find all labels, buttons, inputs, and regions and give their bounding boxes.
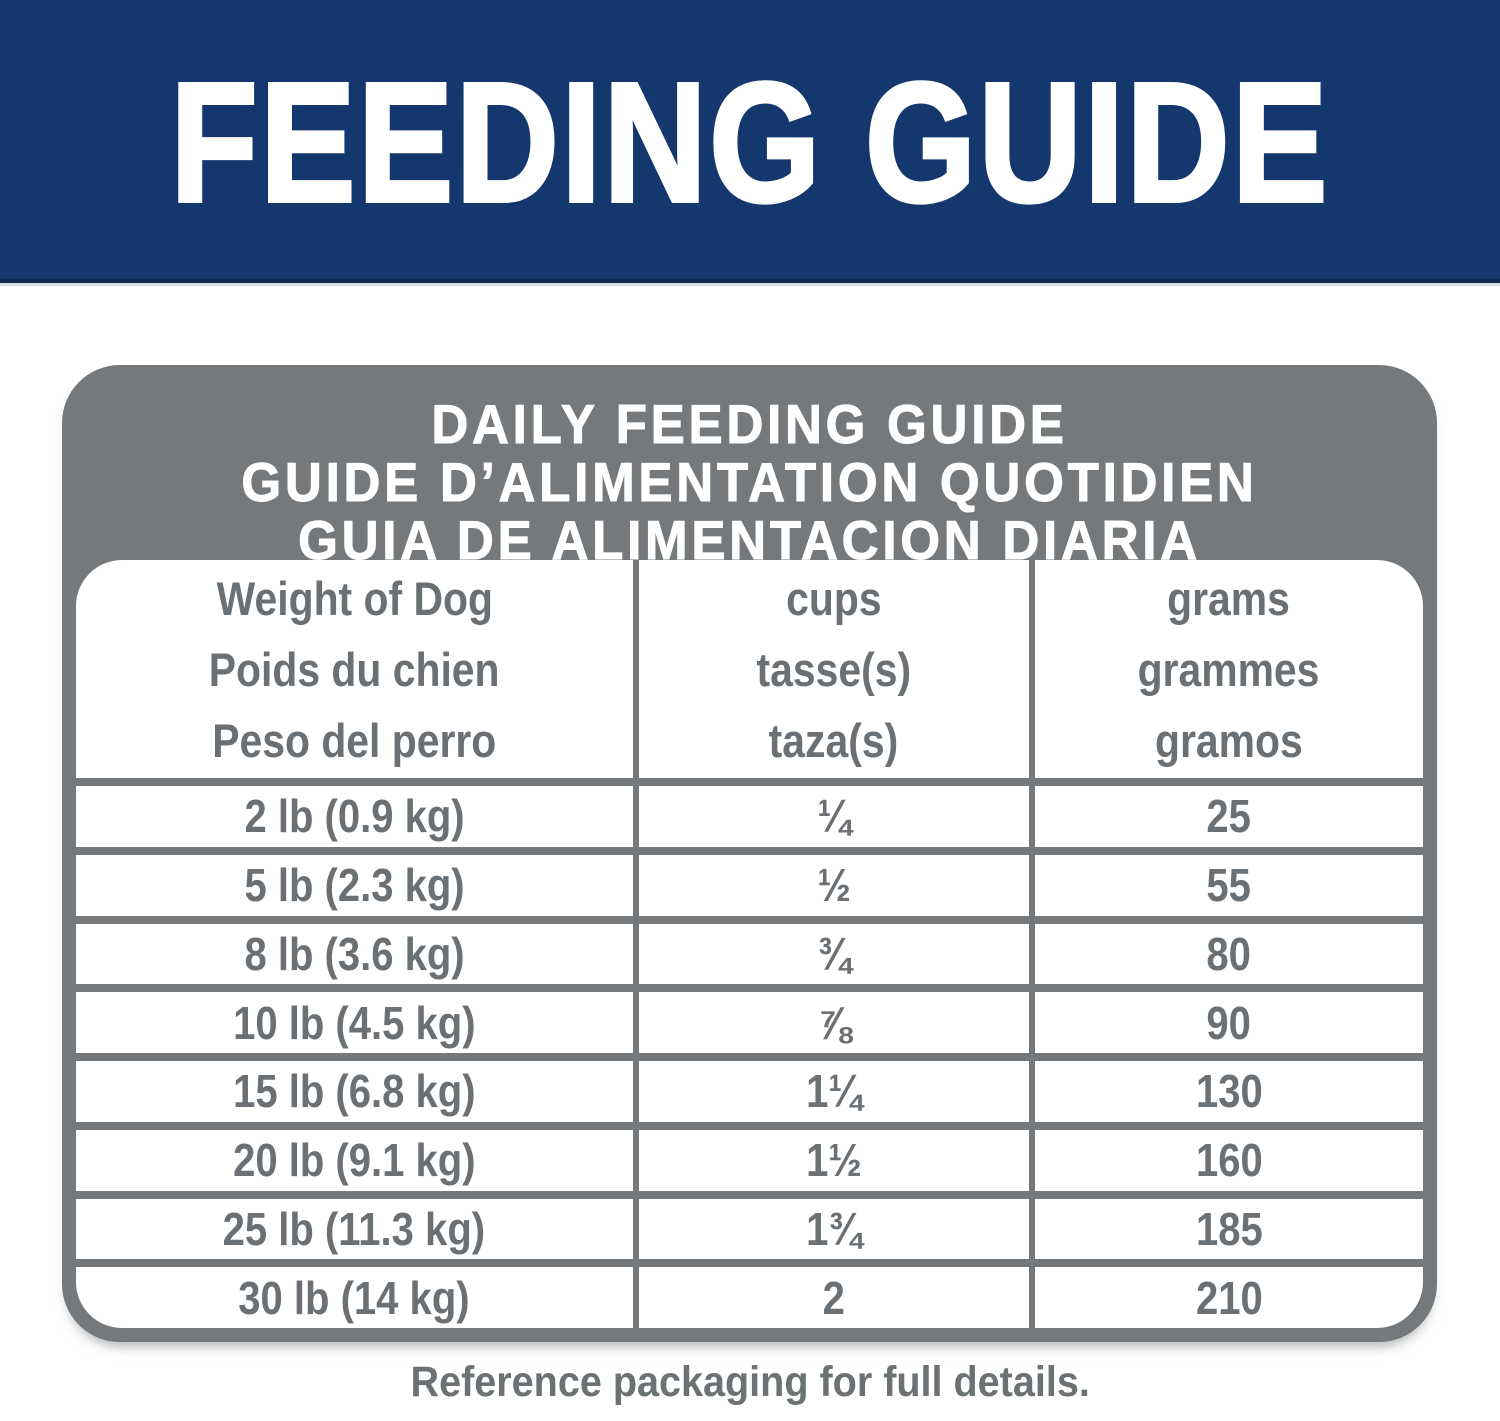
feeding-guide-banner: FEEDING GUIDE [0, 0, 1500, 283]
weight-value: 20 lb (9.1 kg) [233, 1134, 476, 1187]
card-title: DAILY FEEDING GUIDE GUIDE D’ALIMENTATION… [62, 365, 1437, 571]
weight-value: 25 lb (11.3 kg) [223, 1202, 486, 1255]
weight-value: 2 lb (0.9 kg) [244, 790, 465, 843]
cups-cell: 1¼ [638, 1061, 1029, 1122]
header-line: grammes [1137, 642, 1320, 696]
header-line: taza(s) [768, 713, 899, 767]
card-title-line-fr: GUIDE D’ALIMENTATION QUOTIDIEN [241, 451, 1258, 513]
grams-cell: 185 [1034, 1198, 1423, 1260]
cups-value: ½ [817, 859, 851, 912]
header-line: Poids du chien [208, 642, 500, 696]
grams-cell: 80 [1034, 923, 1423, 985]
cups-cell: 2 [638, 1267, 1029, 1328]
page-title: FEEDING GUIDE [169, 46, 1330, 240]
cups-cell: ¼ [638, 786, 1029, 847]
cups-value: 1½ [805, 1134, 862, 1187]
grams-value: 130 [1195, 1065, 1263, 1118]
header-line: tasse(s) [756, 642, 912, 696]
header-line: gramos [1155, 713, 1303, 767]
column-header-grams: grams grammes gramos [1034, 560, 1423, 778]
cups-value: ¾ [817, 927, 851, 980]
daily-feeding-guide-card: DAILY FEEDING GUIDE GUIDE D’ALIMENTATION… [62, 365, 1437, 1342]
grams-value: 160 [1195, 1134, 1263, 1187]
grams-value: 185 [1195, 1202, 1263, 1255]
feeding-table: Weight of Dog Poids du chien Peso del pe… [76, 560, 1423, 1328]
cups-value: 2 [822, 1271, 845, 1324]
weight-cell: 20 lb (9.1 kg) [76, 1129, 633, 1191]
header-line: Weight of Dog [216, 571, 493, 625]
cups-value: 1¼ [805, 1065, 862, 1118]
grams-value: 80 [1206, 927, 1252, 980]
column-header-weight: Weight of Dog Poids du chien Peso del pe… [76, 560, 633, 778]
weight-cell: 8 lb (3.6 kg) [76, 923, 633, 985]
weight-cell: 10 lb (4.5 kg) [76, 992, 633, 1053]
weight-value: 10 lb (4.5 kg) [233, 996, 476, 1049]
header-line: Peso del perro [212, 713, 497, 767]
weight-cell: 30 lb (14 kg) [76, 1267, 633, 1328]
cups-cell: 1¾ [638, 1198, 1029, 1260]
column-header-cups: cups tasse(s) taza(s) [638, 560, 1029, 778]
weight-cell: 15 lb (6.8 kg) [76, 1061, 633, 1122]
grams-cell: 210 [1034, 1267, 1423, 1328]
weight-value: 15 lb (6.8 kg) [233, 1065, 476, 1118]
cups-cell: 1½ [638, 1129, 1029, 1191]
card-title-line-en: DAILY FEEDING GUIDE [431, 393, 1068, 455]
footer-note: Reference packaging for full details. [0, 1358, 1500, 1407]
grams-value: 25 [1206, 790, 1252, 843]
grams-cell: 55 [1034, 854, 1423, 916]
weight-value: 8 lb (3.6 kg) [244, 927, 465, 980]
weight-cell: 5 lb (2.3 kg) [76, 854, 633, 916]
grams-value: 90 [1206, 996, 1252, 1049]
cups-value: 1¾ [805, 1202, 862, 1255]
weight-cell: 25 lb (11.3 kg) [76, 1198, 633, 1260]
weight-cell: 2 lb (0.9 kg) [76, 786, 633, 847]
header-line: cups [786, 571, 882, 625]
cups-cell: ¾ [638, 923, 1029, 985]
card-title-line-es: GUIA DE ALIMENTACION DIARIA [298, 509, 1201, 571]
header-line: grams [1167, 571, 1291, 625]
grams-cell: 160 [1034, 1129, 1423, 1191]
weight-value: 5 lb (2.3 kg) [244, 859, 465, 912]
weight-value: 30 lb (14 kg) [238, 1271, 470, 1324]
grams-cell: 90 [1034, 992, 1423, 1053]
grams-value: 55 [1206, 859, 1252, 912]
grams-cell: 25 [1034, 786, 1423, 847]
cups-cell: ⅞ [638, 992, 1029, 1053]
cups-value: ⅞ [817, 996, 851, 1049]
cups-cell: ½ [638, 854, 1029, 916]
grams-cell: 130 [1034, 1061, 1423, 1122]
grams-value: 210 [1195, 1271, 1263, 1324]
cups-value: ¼ [817, 790, 851, 843]
footer-note-text: Reference packaging for full details. [410, 1358, 1090, 1406]
